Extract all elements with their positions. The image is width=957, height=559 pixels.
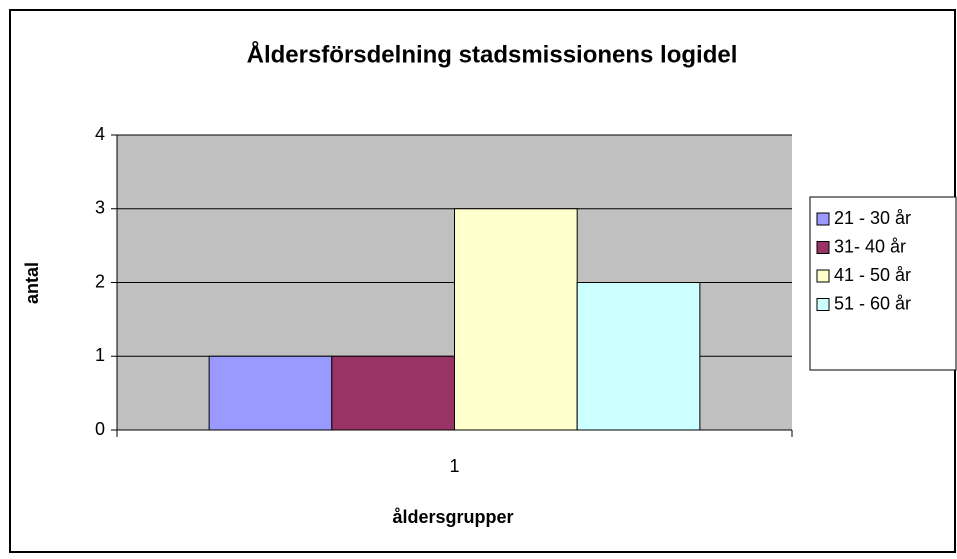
bar <box>208 355 333 431</box>
y-tick-label: 2 <box>95 271 105 291</box>
x-tick-label: 1 <box>449 456 459 476</box>
legend-swatch <box>816 269 830 283</box>
y-tick-label: 1 <box>95 345 105 365</box>
chart-title: Åldersförsdelning stadsmissionens logide… <box>247 40 738 68</box>
bar <box>576 282 701 431</box>
y-tick-label: 0 <box>95 419 105 439</box>
legend-swatch <box>816 241 830 254</box>
y-axis-label: antal <box>22 262 42 304</box>
x-axis-label: åldersgrupper <box>392 507 513 527</box>
legend-label: 21 - 30 år <box>834 208 911 228</box>
bar <box>331 355 456 431</box>
legend-label: 41 - 50 år <box>834 265 911 285</box>
legend-label: 31- 40 år <box>834 236 906 256</box>
legend-label: 51 - 60 år <box>834 293 911 313</box>
legend-swatch <box>816 212 830 226</box>
legend-box <box>809 196 957 371</box>
bar <box>454 208 578 431</box>
legend-swatch <box>816 298 830 311</box>
y-tick-label: 4 <box>95 124 105 144</box>
y-tick-label: 3 <box>95 198 105 218</box>
